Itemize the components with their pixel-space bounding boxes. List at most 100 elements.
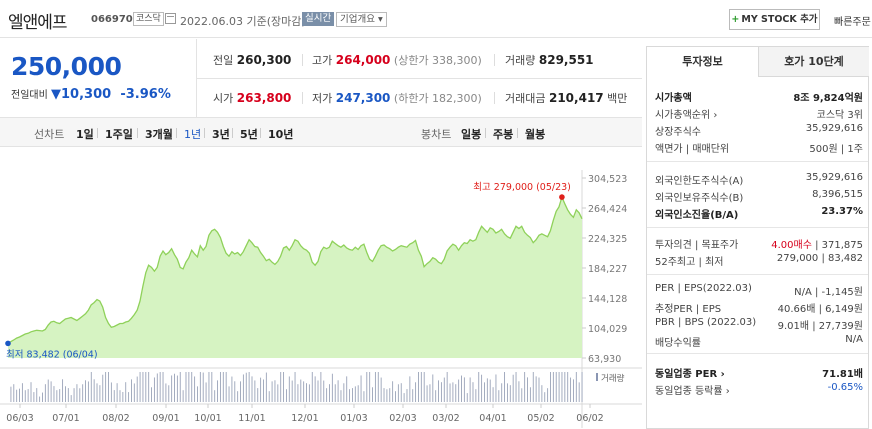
volume-bar [176,375,178,402]
volume-bar [452,382,454,402]
candle-tab-monthly[interactable]: 월봉 [525,128,546,141]
divider [232,128,233,138]
volume-bar [340,390,342,402]
volume-bar [552,372,554,402]
prev-close: 전일 260,300 [213,52,291,68]
tab-order-book[interactable]: 호가 10단계 [758,47,869,77]
info-value: 40.66배 | 6,149원 [777,304,863,315]
volume-bar [174,373,175,402]
volume-bar [153,377,155,402]
volume-value: 829,551 [538,53,594,67]
volume-bar [515,372,517,402]
volume-bar [406,389,408,402]
candle-tab-daily[interactable]: 일봉 [461,128,482,141]
volume-bar [440,382,442,402]
volume-bar [455,384,457,402]
period-tab-1w[interactable]: 1주일 [105,128,133,141]
period-tab-3y[interactable]: 3년 [212,128,230,141]
volume-bar [377,372,379,402]
volume-bar [481,374,483,402]
volume-bar [93,379,95,402]
volume-bar [211,372,213,402]
x-tick-label: 08/02 [102,413,129,424]
volume-bar [323,380,325,402]
x-tick-label: 09/01 [152,413,179,424]
volume-bar [555,372,557,402]
volume-bar [39,396,41,402]
volume-bar [314,376,316,402]
price-area [8,197,582,358]
x-tick-label: 12/01 [291,413,318,424]
period-tab-10y[interactable]: 10년 [268,128,294,141]
volume-bar [575,372,577,402]
candle-tab-weekly[interactable]: 주봉 [493,128,514,141]
volume-label: 거래량 [505,54,536,67]
info-value-down: -0.65% [827,382,863,393]
info-label: 외국인보유주식수(B) [655,193,744,204]
info-label: 동일업종 PER › [655,369,725,380]
x-tick-label: 07/01 [52,413,79,424]
volume-bar [99,385,101,402]
divider [137,128,138,138]
info-value: 35,929,616 [805,123,863,134]
volume-bar [133,383,135,402]
volume-bar [395,391,396,402]
volume-bar [472,382,474,402]
info-label: 추정PER | EPS [655,304,722,315]
info-row: 시가총액순위 › 코스닥 3위 [655,106,863,121]
info-row: 동일업종 등락률 › -0.65% [655,382,863,397]
realtime-button[interactable]: 실시간 [302,12,335,26]
info-value: -0.65% [828,382,863,393]
down-arrow-icon: ▼ [51,87,61,102]
volume-bar [415,382,417,402]
add-my-stock-button[interactable]: + MY STOCK 추가 [729,9,820,30]
volume-bar [527,377,528,402]
company-info-dropdown[interactable]: 기업개요 ▾ [336,12,387,27]
volume-bar [108,372,109,402]
period-tab-1d[interactable]: 1일 [76,128,94,141]
info-value: 9.01배 | 27,739원 [777,321,863,332]
amount-value: 210,417 [548,91,604,105]
divider [647,353,868,354]
info-value: 8조 9,824억원 [793,93,863,104]
volume-bar [386,389,388,402]
volume-bar [162,372,164,402]
volume-bar [458,379,460,402]
volume-bar [578,382,580,402]
volume-bar [544,392,546,402]
volume-bar [449,383,451,402]
period-tab-3m[interactable]: 3개월 [145,128,173,141]
period-tab-5y[interactable]: 5년 [240,128,258,141]
volume-bar [248,372,250,402]
period-tab-1y[interactable]: 1년 [184,128,202,141]
y-tick-label: 304,523 [588,174,627,185]
x-tick-label: 11/01 [238,413,265,424]
volume-bar [76,384,78,402]
volume-bar [56,390,58,402]
stock-name: 엘앤에프 [8,13,68,33]
volume-bar [288,376,290,402]
volume-bar [550,372,551,402]
high-value: 264,000 [335,53,391,67]
y-tick-label: 264,424 [588,204,627,215]
volume-bar [529,387,531,402]
quick-order-link[interactable]: 빠른주문 [834,17,871,28]
volume-bar [19,388,20,402]
volume-bar [280,372,282,402]
volume-bar [30,382,32,402]
volume-bar [311,372,313,402]
x-tick-label: 05/02 [527,413,554,424]
tab-investment-info[interactable]: 투자정보 [647,47,758,77]
info-label: 배당수익률 [655,338,701,349]
volume-bar [443,377,445,402]
info-value: 8,396,515 [812,189,863,200]
volume-bar [165,383,167,402]
volume-bar [501,383,503,402]
volume-bar [142,372,144,402]
info-row: 배당수익률 N/A [655,334,863,349]
volume-bar [389,388,391,402]
price-chart[interactable]: 304,523 264,424 224,325 184,227 144,128 104,0… [0,170,642,429]
volume-bar [122,392,124,402]
volume-bar [521,388,523,402]
info-label: PBR | BPS (2022.03) [655,317,757,328]
